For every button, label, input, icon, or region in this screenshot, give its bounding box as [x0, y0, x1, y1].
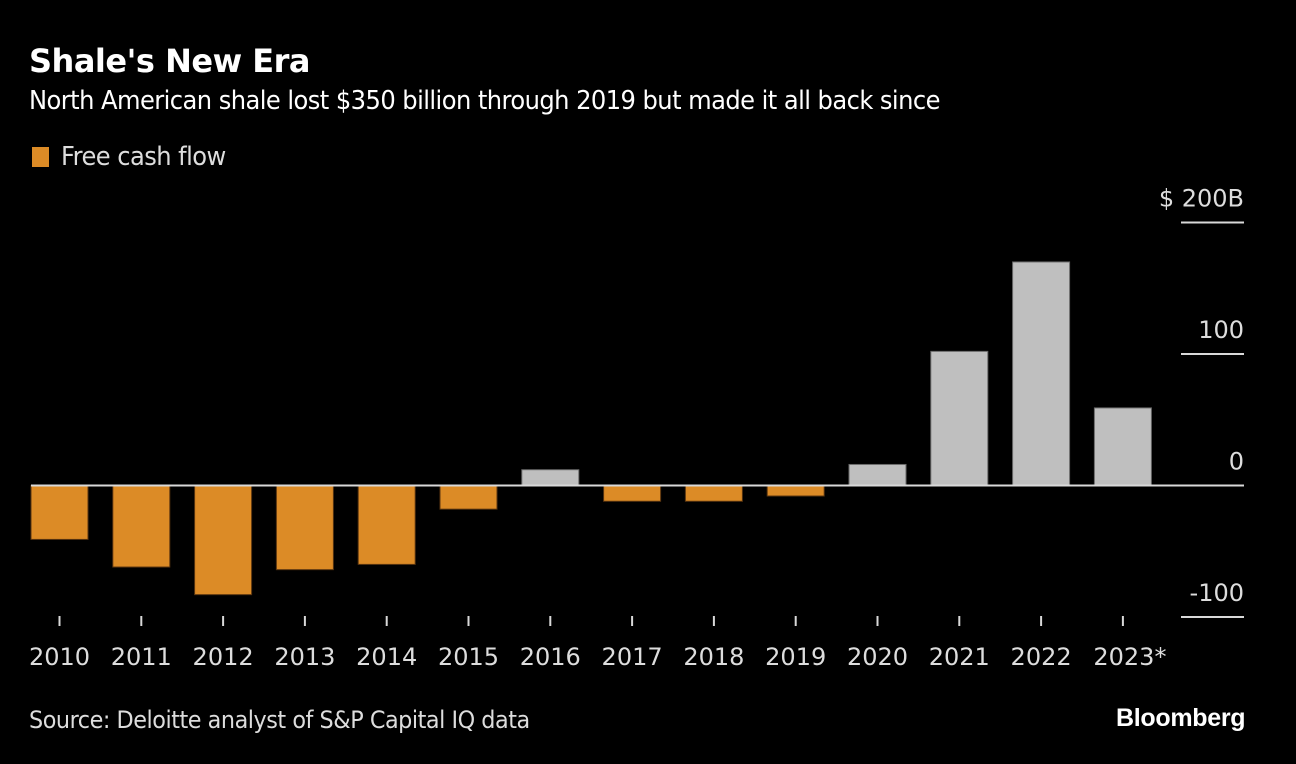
bar-2021 — [930, 350, 989, 486]
bar-2012 — [194, 485, 253, 596]
y-axis: $ 200B 100 0 -100 — [1159, 185, 1244, 618]
bars — [30, 261, 1152, 596]
x-tick-label: 2010 — [29, 643, 90, 671]
bloomberg-logo: Bloomberg — [1116, 704, 1246, 732]
x-tick-label: 2014 — [356, 643, 417, 671]
bar-2022 — [1012, 261, 1071, 487]
bar-2017 — [603, 485, 662, 502]
x-tick-label: 2021 — [929, 643, 990, 671]
bar-2016 — [521, 469, 580, 487]
x-tick-label: 2011 — [111, 643, 172, 671]
y-tick-label: $ 200B — [1159, 185, 1244, 213]
bar-2018 — [684, 485, 743, 502]
x-tick-label: 2020 — [847, 643, 908, 671]
x-tick-label: 2022 — [1011, 643, 1072, 671]
x-tick-label: 2019 — [765, 643, 826, 671]
chart-title: Shale's New Era — [29, 42, 311, 80]
x-tick-label: 2023* — [1093, 643, 1166, 671]
x-axis: 2010 2011 2012 2013 2014 2015 2016 2017 2018 2019… — [29, 616, 1166, 671]
legend: Free cash flow — [32, 142, 238, 172]
x-tick-label: 2015 — [438, 643, 499, 671]
x-tick-label: 2016 — [520, 643, 581, 671]
source-note: Source: Deloitte analyst of S&P Capital … — [29, 706, 530, 734]
bar-2019 — [766, 485, 825, 497]
bar-2010 — [30, 485, 89, 540]
bar-2011 — [112, 485, 171, 568]
legend-label-free-cash-flow: Free cash flow — [61, 142, 226, 172]
bar-2015 — [439, 485, 498, 510]
y-tick-label: 100 — [1198, 316, 1244, 344]
legend-swatch-free-cash-flow — [32, 147, 49, 167]
bar-2013 — [275, 485, 334, 571]
chart-subtitle: North American shale lost $350 billion t… — [29, 86, 940, 116]
y-tick-label: -100 — [1190, 579, 1244, 607]
y-tick-label: 0 — [1229, 448, 1244, 476]
x-tick-label: 2018 — [683, 643, 744, 671]
bar-2023* — [1093, 407, 1152, 487]
x-tick-label: 2017 — [602, 643, 663, 671]
bar-2020 — [848, 463, 907, 486]
bar-2014 — [357, 485, 416, 565]
x-tick-label: 2012 — [193, 643, 254, 671]
x-tick-label: 2013 — [274, 643, 335, 671]
